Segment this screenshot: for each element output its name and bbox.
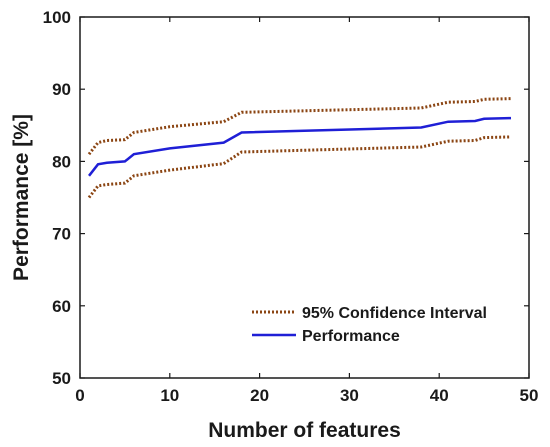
series-confidence-upper-line: [87, 97, 512, 156]
plot-area: [87, 97, 512, 199]
x-tick-label: 10: [160, 386, 179, 405]
x-axis-title: Number of features: [208, 419, 401, 442]
series-confidence-lower-line: [87, 135, 512, 199]
x-tick-label: 0: [75, 386, 84, 405]
x-tick-label: 50: [520, 386, 539, 405]
x-tick-label: 20: [250, 386, 269, 405]
y-tick-label: 100: [43, 8, 71, 27]
series-performance-line: [88, 116, 512, 177]
y-axis-title: Performance [%]: [10, 114, 33, 281]
y-tick-label: 50: [52, 369, 71, 388]
axes-frame: [79, 16, 530, 379]
y-tick-label: 90: [52, 80, 71, 99]
x-tick-label: 30: [340, 386, 359, 405]
x-tick-label: 40: [430, 386, 449, 405]
legend-label-confidence-interval: 95% Confidence Interval: [302, 305, 487, 322]
y-tick-label: 70: [52, 225, 71, 244]
y-tick-label: 60: [52, 297, 71, 316]
y-tick-label: 80: [52, 152, 71, 171]
legend-label-performance: Performance: [302, 328, 400, 345]
axes: 0 10 20 30 40 50 50 60 70 80 90 100: [43, 8, 539, 405]
legend: 95% Confidence Interval Performance: [252, 305, 487, 345]
